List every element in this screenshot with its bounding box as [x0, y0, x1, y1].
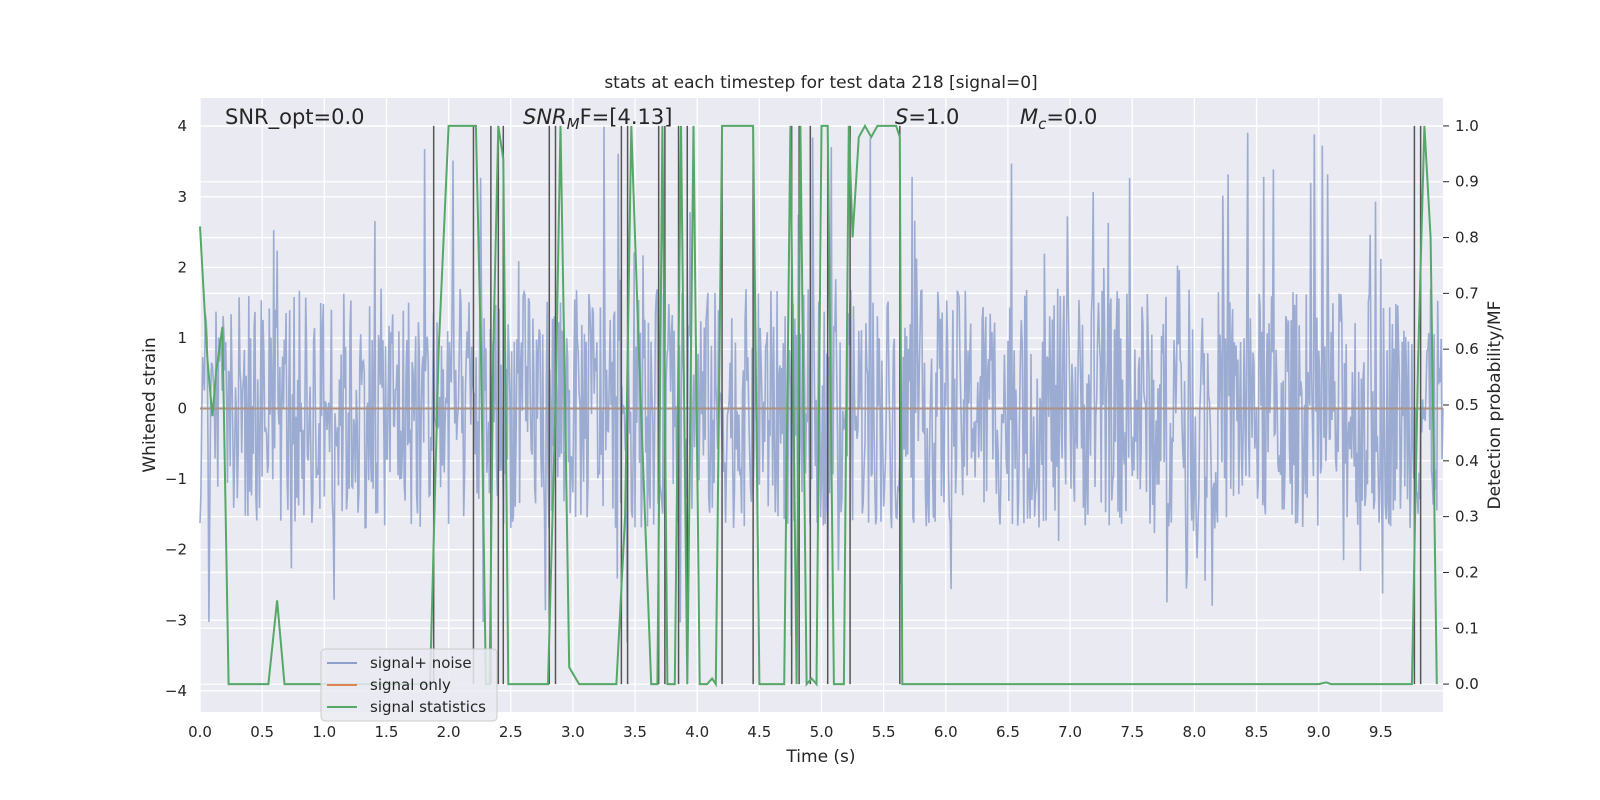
- signal-statistics-line: [199, 123, 1438, 688]
- y-tick-label: −4: [165, 682, 187, 700]
- tick-labels: 0.0 0.5 1.0 1.5 2.0 2.5 3.0 3.5 4.0 4.5 5.0 5.5 6.0 6…: [165, 117, 1479, 741]
- x-tick-label: 3.5: [623, 723, 647, 741]
- legend-label-signal-statistics: signal statistics: [370, 698, 486, 716]
- x-tick-label: 6.0: [934, 723, 958, 741]
- x-tick-label: 2.0: [437, 723, 461, 741]
- y-tick-label: 2: [177, 258, 187, 276]
- y-tick-label: −1: [165, 470, 187, 488]
- y-tick-label: 3: [177, 188, 187, 206]
- x-tick-label: 4.0: [685, 723, 709, 741]
- signal-noise-line: [199, 126, 1444, 643]
- y2-tick-label: 0.7: [1455, 284, 1479, 302]
- annotation-mc: Mc=0.0: [1020, 105, 1097, 133]
- y-tick-label: 1: [177, 329, 187, 347]
- y2-tick-label: 0.6: [1455, 340, 1479, 358]
- annotation-s: S=1.0: [895, 105, 959, 129]
- y2-tick-label: 0.9: [1455, 173, 1479, 191]
- y2-tick-label: 0.8: [1455, 229, 1479, 247]
- annotation-snr-mf: SNRMF=[4.13]: [523, 105, 672, 133]
- x-tick-label: 3.0: [561, 723, 585, 741]
- y2-tick-label: 0.4: [1455, 452, 1479, 470]
- y2-tick-label: 1.0: [1455, 117, 1479, 135]
- y2-tick-label: 0.2: [1455, 563, 1479, 581]
- x-tick-label: 0.0: [188, 723, 212, 741]
- x-axis-title: Time (s): [785, 747, 855, 767]
- legend-box: [320, 648, 498, 722]
- series-signal-statistics: [199, 123, 1438, 688]
- x-tick-label: 7.5: [1120, 723, 1144, 741]
- x-tick-label: 0.5: [250, 723, 274, 741]
- x-tick-label: 5.0: [810, 723, 834, 741]
- series-signal-noise: [199, 126, 1444, 643]
- legend-label-signal-noise: signal+ noise: [370, 654, 472, 672]
- annotation-snr-opt: SNR_opt=0.0: [225, 105, 365, 130]
- y2-axis-title: Detection probability/MF: [1485, 301, 1505, 510]
- y-tick-label: −3: [165, 611, 187, 629]
- x-tick-label: 1.5: [375, 723, 399, 741]
- y2-tick-label: 0.1: [1455, 619, 1479, 637]
- legend-label-signal-only: signal only: [370, 676, 451, 694]
- y2-tick-label: 0.5: [1455, 396, 1479, 414]
- legend: signal+ noise signal only signal statist…: [320, 648, 498, 722]
- x-tick-label: 2.5: [499, 723, 523, 741]
- x-tick-label: 6.5: [996, 723, 1020, 741]
- y-tick-label: −2: [165, 541, 187, 559]
- x-tick-label: 8.0: [1182, 723, 1206, 741]
- x-tick-label: 9.5: [1369, 723, 1393, 741]
- x-tick-label: 4.5: [747, 723, 771, 741]
- y-tick-label: 4: [177, 117, 187, 135]
- x-tick-label: 7.0: [1058, 723, 1082, 741]
- y-axis-title: Whitened strain: [140, 337, 160, 472]
- y2-tick-label: 0.3: [1455, 508, 1479, 526]
- y2-tick-label: 0.0: [1455, 675, 1479, 693]
- x-tick-label: 1.0: [312, 723, 336, 741]
- x-tick-label: 9.0: [1307, 723, 1331, 741]
- chart-title: stats at each timestep for test data 218…: [604, 73, 1037, 93]
- y-tick-label: 0: [177, 400, 187, 418]
- x-tick-label: 5.5: [872, 723, 896, 741]
- x-tick-label: 8.5: [1245, 723, 1269, 741]
